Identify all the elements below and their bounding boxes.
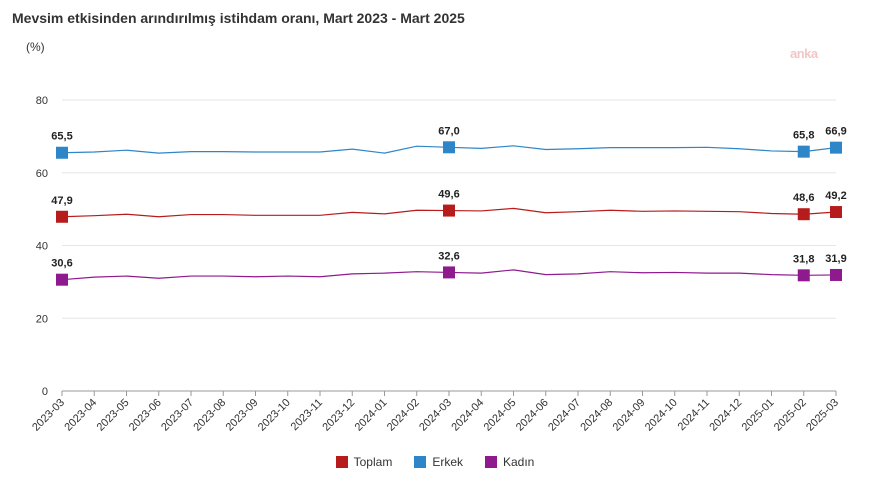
- x-tick-label-2024-10: 2024-10: [643, 397, 680, 434]
- x-tick-label-2023-08: 2023-08: [191, 397, 228, 434]
- y-tick-label-0: 0: [42, 386, 48, 398]
- y-tick-label-60: 60: [36, 168, 48, 180]
- data-label-toplam-2024-03: 49,6: [438, 189, 459, 201]
- x-tick-label-2024-05: 2024-05: [482, 397, 519, 434]
- x-tick-label-2024-04: 2024-04: [449, 397, 486, 434]
- legend-swatch-kadin: [485, 456, 497, 468]
- x-tick-label-2023-10: 2023-10: [256, 397, 293, 434]
- data-label-kadın-2025-02: 31,8: [793, 253, 814, 265]
- legend: Toplam Erkek Kadın: [0, 455, 870, 469]
- x-axis: 2023-032023-042023-052023-062023-072023-…: [30, 391, 841, 434]
- legend-label-kadin: Kadın: [503, 455, 535, 469]
- data-label-toplam-2025-02: 48,6: [793, 192, 814, 204]
- legend-swatch-toplam: [335, 456, 348, 468]
- data-label-erkek-2025-03: 66,9: [825, 126, 846, 138]
- x-tick-label-2024-11: 2024-11: [676, 397, 712, 433]
- data-marker-kadın-2025-03: [830, 268, 842, 281]
- x-tick-label-2023-07: 2023-07: [159, 397, 196, 434]
- x-tick-label-2023-11: 2023-11: [289, 397, 325, 433]
- x-tick-label-2023-05: 2023-05: [95, 397, 132, 434]
- x-tick-label-2024-07: 2024-07: [546, 397, 583, 434]
- y-axis: 0 20 40 60 80: [36, 95, 48, 398]
- x-tick-label-2024-01: 2024-01: [353, 397, 390, 434]
- data-marker-erkek-2024-03: [443, 141, 455, 154]
- data-labels: 65,5 67,0 65,8 66,9 47,9 49,6 48,6 49,2 30,6 32,6…: [51, 125, 846, 269]
- data-label-toplam-2025-03: 49,2: [825, 190, 846, 202]
- x-tick-label-2024-02: 2024-02: [385, 397, 422, 434]
- data-marker-kadın-2025-02: [797, 269, 810, 282]
- data-label-kadın-2025-03: 31,9: [825, 253, 846, 265]
- legend-label-erkek: Erkek: [432, 455, 463, 469]
- x-tick-label-2023-12: 2023-12: [320, 397, 357, 434]
- legend-item-toplam[interactable]: Toplam: [335, 455, 393, 469]
- data-marker-kadın-2024-03: [443, 266, 455, 279]
- data-marker-erkek-2025-02: [797, 145, 810, 158]
- x-tick-label-2025-02: 2025-02: [772, 397, 809, 434]
- legend-label-toplam: Toplam: [353, 455, 393, 469]
- x-tick-label-2023-04: 2023-04: [62, 397, 99, 434]
- data-label-erkek-2024-03: 67,0: [438, 125, 459, 137]
- x-tick-label-2024-09: 2024-09: [611, 397, 648, 434]
- y-tick-label-80: 80: [36, 95, 48, 107]
- data-marker-toplam-2025-03: [830, 206, 842, 219]
- x-tick-label-2024-03: 2024-03: [417, 397, 454, 434]
- data-marker-erkek-2025-03: [830, 141, 842, 154]
- data-marker-erkek-2023-03: [56, 146, 68, 159]
- x-tick-label-2024-08: 2024-08: [578, 397, 615, 434]
- x-tick-label-2024-12: 2024-12: [707, 397, 744, 434]
- data-label-kadın-2023-03: 30,6: [51, 258, 72, 270]
- data-label-toplam-2023-03: 47,9: [51, 195, 72, 207]
- x-tick-label-2025-03: 2025-03: [804, 397, 841, 434]
- chart-title: Mevsim etkisinden arındırılmış istihdam …: [12, 10, 465, 26]
- y-tick-label-20: 20: [36, 313, 48, 325]
- data-marker-toplam-2025-02: [797, 208, 810, 221]
- x-tick-label-2023-06: 2023-06: [127, 397, 164, 434]
- data-marker-kadın-2023-03: [56, 273, 68, 286]
- x-tick-label-2025-01: 2025-01: [740, 397, 777, 434]
- x-tick-label-2023-03: 2023-03: [30, 397, 67, 434]
- legend-item-kadin[interactable]: Kadın: [485, 455, 534, 469]
- x-tick-label-2023-09: 2023-09: [224, 397, 261, 434]
- series-markers: [56, 141, 842, 286]
- data-label-erkek-2025-02: 65,8: [793, 130, 814, 142]
- data-label-kadın-2024-03: 32,6: [438, 250, 459, 262]
- legend-item-erkek[interactable]: Erkek: [414, 455, 463, 469]
- y-tick-label-40: 40: [36, 241, 48, 253]
- data-marker-toplam-2023-03: [56, 210, 68, 223]
- x-tick-label-2024-06: 2024-06: [514, 397, 551, 434]
- legend-swatch-erkek: [414, 456, 427, 468]
- data-label-erkek-2023-03: 65,5: [51, 131, 72, 143]
- watermark-logo: anka: [790, 46, 818, 61]
- data-marker-toplam-2024-03: [443, 204, 455, 217]
- y-unit-label: (%): [26, 40, 45, 54]
